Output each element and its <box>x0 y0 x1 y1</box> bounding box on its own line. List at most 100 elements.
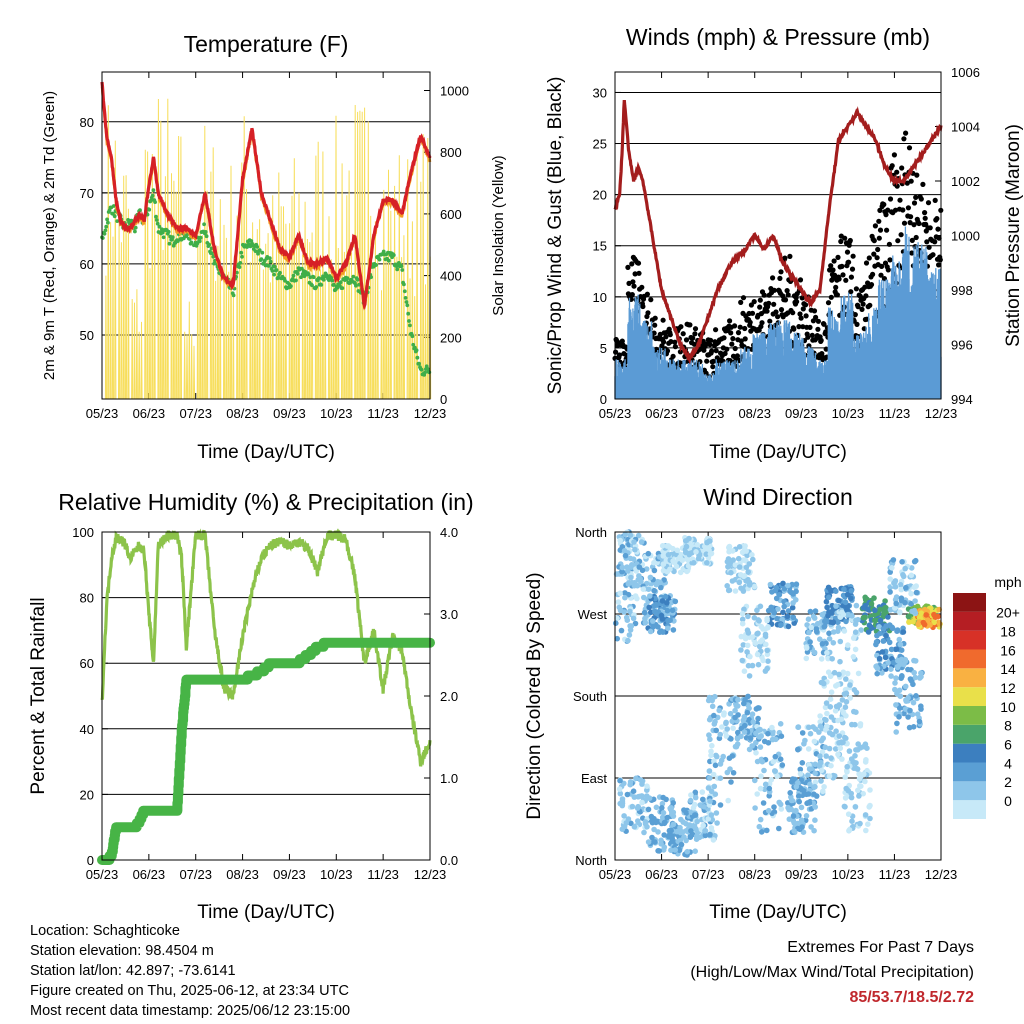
direction-point <box>903 584 909 591</box>
direction-point <box>622 552 629 559</box>
gust-point <box>886 241 893 247</box>
dewpoint-point <box>237 265 242 269</box>
direction-point <box>781 603 787 610</box>
direction-point <box>835 751 841 758</box>
direction-point <box>728 569 734 576</box>
direction-point <box>617 777 623 784</box>
direction-point <box>742 543 748 549</box>
direction-point <box>658 612 665 619</box>
direction-point <box>811 791 817 797</box>
direction-point <box>651 587 657 594</box>
gust-point <box>842 235 848 241</box>
gust-point <box>740 295 747 301</box>
direction-point <box>888 673 894 679</box>
direction-point <box>652 839 658 845</box>
gust-point <box>835 254 841 260</box>
direction-point <box>708 812 715 818</box>
direction-point <box>621 609 627 615</box>
direction-point <box>753 739 759 746</box>
gust-point <box>828 263 834 269</box>
direction-point <box>765 624 771 630</box>
direction-point <box>725 797 731 804</box>
winds-xlabel: Time (Day/UTC) <box>709 442 847 463</box>
direction-point <box>644 783 650 789</box>
direction-point <box>706 768 713 774</box>
direction-point <box>700 822 706 829</box>
dewpoint-point <box>402 282 406 287</box>
direction-point <box>733 743 740 750</box>
gust-point <box>751 299 757 305</box>
humidity-line <box>100 528 432 767</box>
direction-point <box>824 723 830 730</box>
gust-point <box>898 232 904 238</box>
direction-point <box>736 544 743 550</box>
x-tick-label: 07/23 <box>179 867 212 882</box>
direction-point <box>756 643 763 650</box>
gust-point <box>874 255 880 261</box>
gust-point <box>913 194 919 200</box>
direction-point <box>808 824 814 830</box>
direction-point <box>805 791 812 797</box>
dewpoint-point <box>111 204 116 208</box>
direction-point <box>777 756 784 762</box>
gust-point <box>925 200 932 206</box>
dewpoint-point <box>267 264 271 268</box>
dewpoint-point <box>207 242 212 247</box>
direction-point <box>649 834 655 841</box>
direction-point <box>843 618 849 625</box>
direction-point <box>634 595 640 602</box>
gust-point <box>697 359 703 365</box>
direction-point <box>893 702 899 708</box>
direction-point <box>911 607 918 614</box>
dewpoint-point <box>386 258 391 263</box>
x-tick-label: 06/23 <box>645 406 678 421</box>
extremes-title: Extremes For Past 7 Days <box>787 939 974 956</box>
direction-point <box>900 629 907 635</box>
dewpoint-point <box>157 224 162 229</box>
direction-point <box>935 613 941 620</box>
direction-point <box>686 551 693 558</box>
direction-point <box>780 580 786 587</box>
winds-chart: Winds (mph) & Pressure (mb) Time (Day/UTC… <box>545 24 1024 463</box>
gust-point <box>800 324 806 330</box>
gust-point <box>771 287 777 293</box>
colorbar-title: mph <box>994 574 1021 590</box>
direction-point <box>828 755 834 761</box>
direction-point <box>828 689 835 695</box>
direction-point <box>866 804 872 810</box>
direction-point <box>713 810 720 816</box>
y-tick-label: 20 <box>80 787 94 802</box>
direction-point <box>745 613 751 620</box>
dewpoint-point <box>129 218 134 223</box>
gust-point <box>635 260 642 266</box>
gust-point <box>651 330 657 336</box>
direction-point <box>879 670 885 676</box>
gust-point <box>796 324 802 330</box>
direction-point <box>741 722 748 729</box>
direction-point <box>738 572 744 578</box>
humidity-ylabel: Percent & Total Rainfall <box>28 597 49 794</box>
dewpoint-point <box>154 214 158 219</box>
direction-point <box>778 806 785 812</box>
dewpoint-point <box>112 214 117 219</box>
direction-point <box>842 795 849 801</box>
direction-point <box>817 723 824 729</box>
direction-point <box>729 578 736 584</box>
direction-point <box>655 624 661 630</box>
direction-point <box>843 699 850 705</box>
dewpoint-point <box>240 254 244 259</box>
direction-point <box>887 607 894 613</box>
latlon-text: Station lat/lon: 42.897; -73.6141 <box>30 963 236 979</box>
y-tick-label-right: 200 <box>440 330 462 345</box>
gust-point <box>625 264 631 270</box>
gust-point <box>778 269 784 275</box>
direction-point <box>758 829 765 835</box>
colorbar-label: 18 <box>1000 624 1016 640</box>
colorbar-swatch <box>953 743 986 763</box>
direction-point <box>646 604 652 611</box>
gust-point <box>639 284 645 290</box>
direction-point <box>627 555 634 562</box>
colorbar-label: 14 <box>1000 661 1016 677</box>
direction-point <box>860 790 866 797</box>
gust-point <box>708 337 714 343</box>
